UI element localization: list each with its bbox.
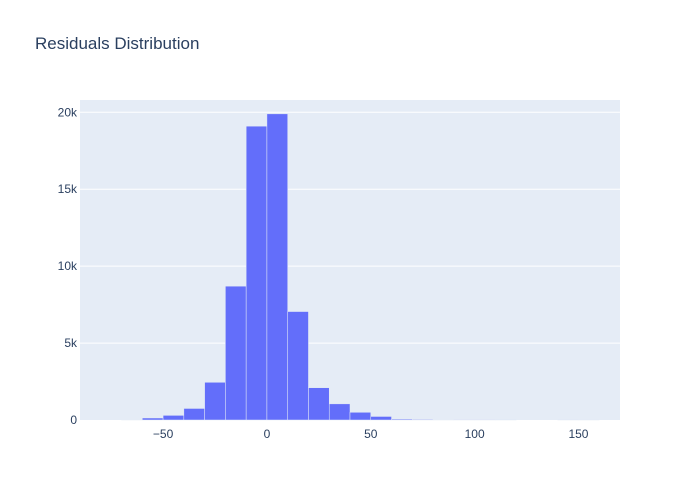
histogram-bar[interactable] [308, 387, 330, 421]
histogram-bar[interactable] [183, 408, 205, 421]
plot-background [80, 100, 620, 420]
x-tick-label: −50 [153, 427, 174, 441]
histogram-bar[interactable] [349, 412, 372, 421]
y-tick-label: 5k [64, 336, 78, 350]
y-tick-label: 15k [58, 182, 78, 196]
histogram-bar[interactable] [287, 311, 309, 421]
histogram-bar[interactable] [391, 418, 413, 421]
histogram-bar[interactable] [328, 403, 351, 421]
histogram-bar[interactable] [266, 113, 288, 421]
y-tick-label: 0 [70, 413, 77, 427]
histogram-bar[interactable] [225, 285, 247, 421]
x-tick-label: 50 [364, 427, 378, 441]
histogram-bar[interactable] [412, 419, 434, 421]
histogram-bar[interactable] [245, 125, 268, 421]
histogram-bar[interactable] [370, 416, 392, 421]
y-tick-label: 10k [58, 259, 78, 273]
x-tick-label: 150 [568, 427, 588, 441]
y-tick-label: 20k [58, 105, 78, 119]
x-tick-label: 100 [465, 427, 485, 441]
histogram-bar[interactable] [162, 415, 185, 421]
histogram-bar[interactable] [204, 382, 226, 421]
x-tick-label: 0 [264, 427, 271, 441]
histogram-bar[interactable] [142, 417, 164, 421]
chart-title: Residuals Distribution [35, 34, 200, 53]
